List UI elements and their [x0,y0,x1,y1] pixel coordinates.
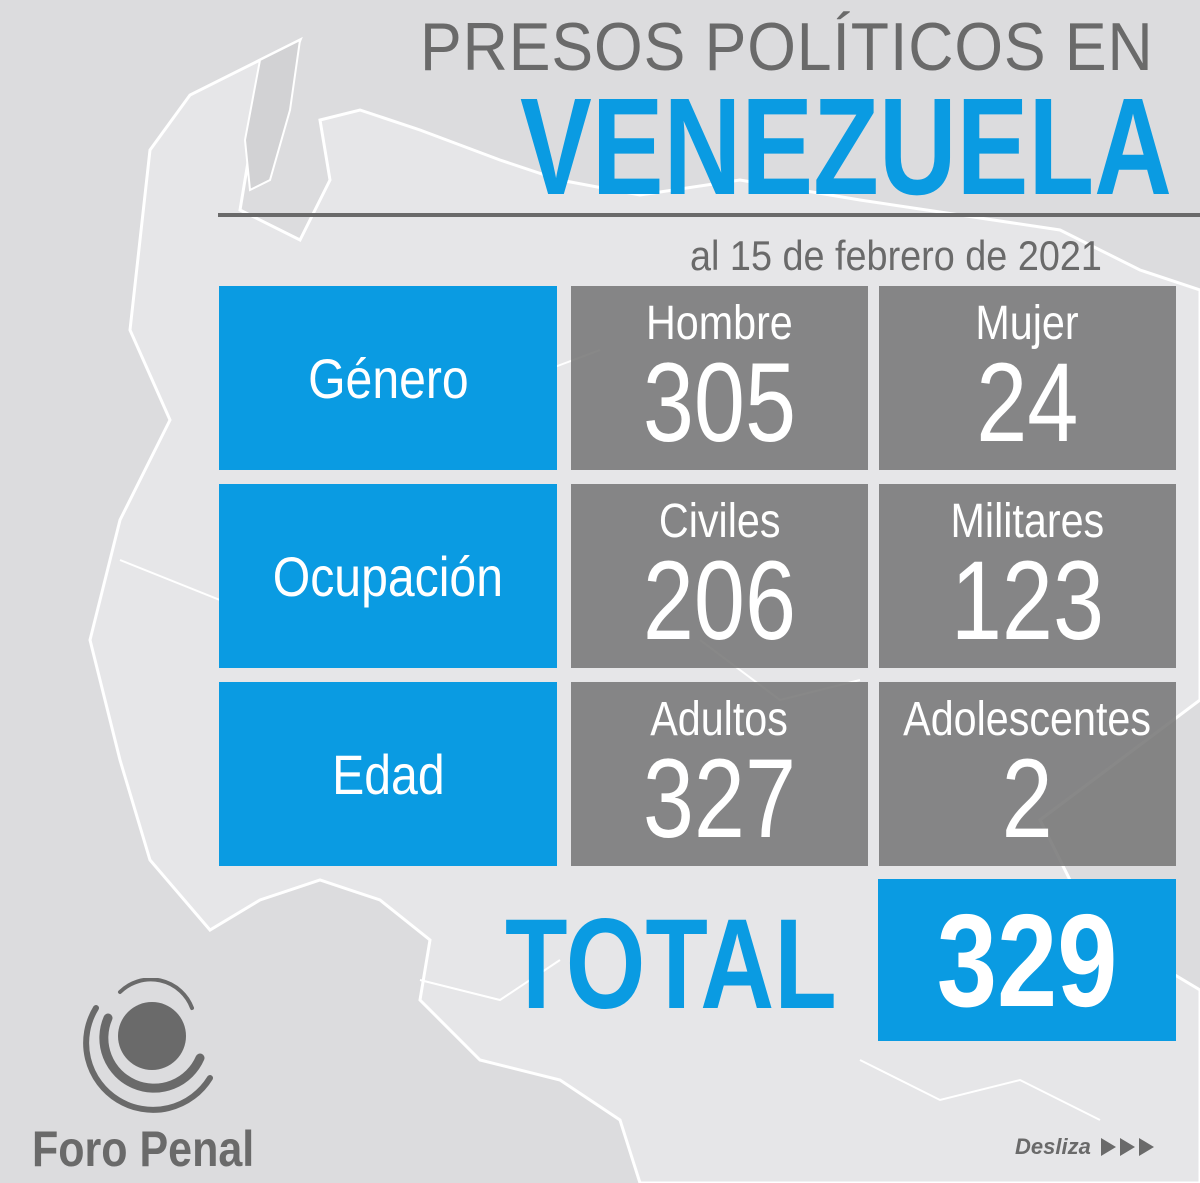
category-label: Género [307,346,469,410]
total-label: TOTAL [505,893,837,1036]
stat-cell-militares: Militares 123 [879,484,1176,668]
stat-cell-mujer: Mujer 24 [879,286,1176,470]
brand-name: Foro Penal [32,1121,255,1177]
stat-value: 305 [642,340,797,465]
category-edad: Edad [219,682,557,866]
stat-cell-civiles: Civiles 206 [571,484,868,668]
foro-penal-logo-icon [83,978,213,1113]
stat-value: 123 [950,538,1105,663]
title-line-2: VENEZUELA [520,70,1172,224]
stat-label: Adolescentes [903,693,1152,746]
stat-label: Hombre [646,297,793,350]
stat-value: 24 [976,340,1079,465]
stat-label: Militares [950,495,1105,548]
total-value: 329 [936,886,1118,1034]
date-subtitle: al 15 de febrero de 2021 [690,232,1102,279]
category-label: Edad [331,742,445,806]
stat-value: 2 [1001,736,1054,861]
swipe-label: Desliza [1015,1134,1091,1159]
title-line-1: PRESOS POLÍTICOS EN [420,9,1154,85]
title-divider [218,213,1200,217]
stat-value: 327 [642,736,797,861]
stat-label: Adultos [650,693,789,746]
stat-label: Civiles [658,495,781,548]
stat-cell-adultos: Adultos 327 [571,682,868,866]
stat-label: Mujer [975,297,1080,350]
triple-right-arrow-icon [1097,1138,1154,1156]
swipe-hint[interactable]: Desliza [1015,1132,1154,1162]
category-label: Ocupación [272,544,504,608]
stat-cell-adolescentes: Adolescentes 2 [879,682,1176,866]
category-ocupacion: Ocupación [219,484,557,668]
category-genero: Género [219,286,557,470]
total-value-box: 329 [878,879,1176,1041]
stat-value: 206 [642,538,797,663]
stat-cell-hombre: Hombre 305 [571,286,868,470]
